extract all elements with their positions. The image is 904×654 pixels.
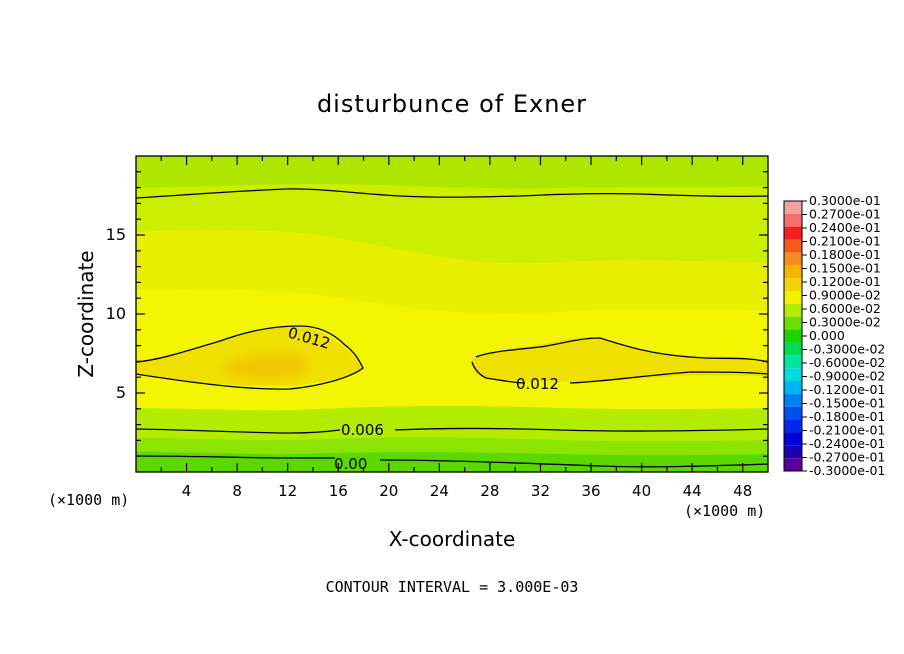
contour-lines: [136, 188, 768, 468]
x-tick-label: 28: [480, 482, 499, 500]
x-tick-label: 12: [278, 482, 297, 500]
x-tick-label: 36: [581, 482, 600, 500]
colorbar-swatch: [784, 201, 802, 214]
colorbar-swatch: [784, 213, 802, 227]
colorbar-swatch: [784, 432, 802, 446]
colorbar-label: -0.2100e-01: [809, 423, 885, 438]
x-tick-label: 44: [683, 482, 702, 500]
colorbar-label: 0.2400e-01: [809, 220, 881, 235]
y-tick-label: 15: [106, 225, 126, 244]
colorbar-label: -0.9000e-02: [809, 369, 885, 384]
filled-contours: [136, 156, 768, 472]
colorbar-label: -0.1500e-01: [809, 396, 885, 411]
contour-interval-note: CONTOUR INTERVAL = 3.000E-03: [326, 578, 579, 596]
colorbar-swatch: [784, 329, 802, 343]
colorbar-label: 0.3000e-02: [809, 315, 881, 330]
y-tick-label: 5: [116, 383, 126, 402]
colorbar-label: 0.2100e-01: [809, 234, 881, 249]
colorbar-swatch: [784, 291, 802, 304]
colorbar-label: 0.1800e-01: [809, 247, 881, 262]
colorbar-label: -0.1800e-01: [809, 409, 885, 424]
x-unit-right: (×1000 m): [684, 502, 765, 520]
x-axis-label: X-coordinate: [389, 527, 516, 551]
colorbar-label: 0.9000e-02: [809, 288, 881, 303]
colorbar-label: 0.1500e-01: [809, 261, 881, 276]
colorbar-swatch: [784, 252, 802, 266]
colorbar-label: -0.3000e-02: [809, 342, 885, 357]
colorbar-swatch: [784, 368, 802, 381]
contour-label: 0.006: [341, 421, 384, 439]
colorbar-swatch: [784, 419, 802, 433]
colorbar-label: -0.2700e-01: [809, 450, 885, 465]
colorbar-label: -0.6000e-02: [809, 355, 885, 370]
chart-title: disturbunce of Exner: [317, 90, 587, 118]
x-axis: 4 8 12 16 20 24 28 32 36 40 44 48: [160, 156, 752, 500]
x-tick-label: 48: [733, 482, 752, 500]
colorbar-swatch: [784, 445, 802, 459]
colorbar-label: 0.3000e-01: [809, 193, 881, 208]
plot-area: 0.012 0.012 0.006 0.00: [136, 156, 768, 473]
x-tick-label: 16: [329, 482, 348, 500]
colorbar-swatch: [784, 406, 802, 420]
colorbar-swatch: [784, 265, 802, 279]
colorbar-swatch: [784, 342, 802, 356]
x-tick-label: 40: [632, 482, 651, 500]
colorbar-label: 0.2700e-01: [809, 207, 881, 222]
colorbar-label: 0.000: [809, 328, 845, 343]
x-tick-label: 20: [379, 482, 398, 500]
colorbar-swatch: [784, 239, 802, 253]
colorbar-label: -0.2400e-01: [809, 436, 885, 451]
contour-label: 0.00: [334, 455, 367, 473]
colorbar: 0.3000e-010.2700e-010.2400e-010.2100e-01…: [783, 193, 885, 478]
x-tick-label: 32: [531, 482, 550, 500]
x-unit-left: (×1000 m): [48, 491, 129, 509]
x-tick-label: 4: [182, 482, 192, 500]
colorbar-swatch: [784, 226, 802, 240]
contour-label: 0.012: [516, 375, 559, 393]
colorbar-label: 0.1200e-01: [809, 274, 881, 289]
y-axis: 5 10 15: [106, 171, 768, 457]
colorbar-label: -0.3000e-01: [809, 463, 885, 478]
colorbar-label: 0.6000e-02: [809, 301, 881, 316]
colorbar-swatch: [784, 381, 802, 394]
colorbar-label: -0.1200e-01: [809, 382, 885, 397]
colorbar-swatch: [784, 303, 802, 317]
y-tick-label: 10: [106, 304, 126, 323]
colorbar-swatch: [784, 393, 802, 407]
x-tick-label: 8: [232, 482, 242, 500]
y-axis-label: Z-coordinate: [74, 250, 98, 377]
x-tick-label: 24: [430, 482, 449, 500]
colorbar-swatch: [784, 278, 802, 291]
colorbar-swatch: [784, 458, 802, 471]
colorbar-swatch: [784, 316, 802, 330]
colorbar-swatch: [784, 355, 802, 369]
